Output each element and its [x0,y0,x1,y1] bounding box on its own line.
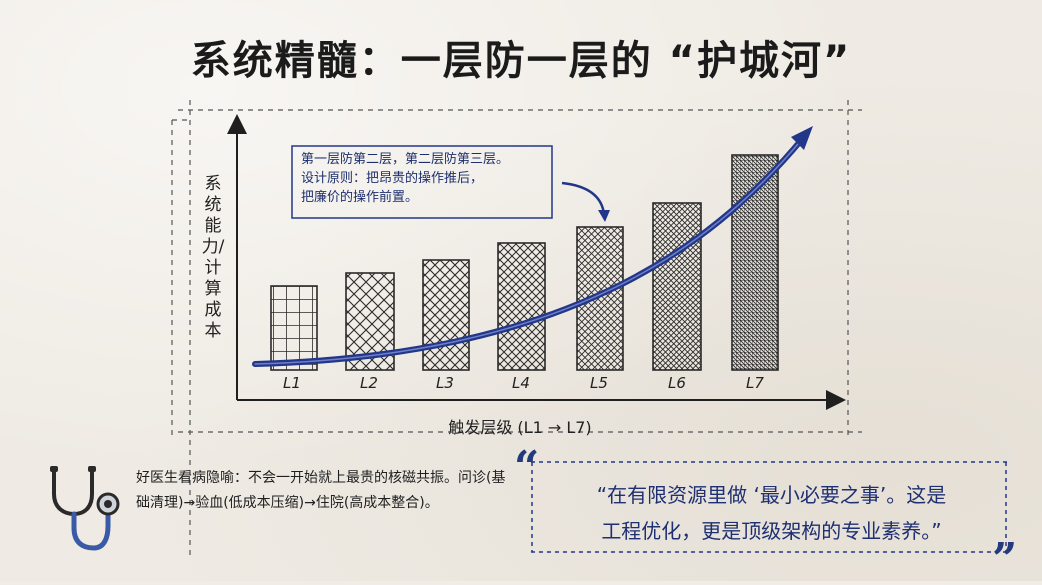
callout-line: 把廉价的操作前置。 [301,190,419,205]
callout-line: 第一层防第二层，第二层防第三层。 [301,152,510,167]
bar-l6 [652,202,702,371]
tick-label-l1: L1 [283,374,301,392]
tick-label-l2: L2 [360,374,378,392]
x-axis-label: 触发层级 (L1 → L7) [448,418,592,437]
quote-line: 工程优化，更是顶级架构的专业素养。” [601,519,942,543]
stethoscope-icon [50,466,120,551]
callout-text: 第一层防第二层，第二层防第三层。 设计原则：把昂贵的操作推后， 把廉价的操作前置… [295,148,550,218]
tick-label-l6: L6 [668,374,686,392]
callout-box [291,145,553,219]
quote-frame [531,461,1007,553]
y-axis-label: 系统能力/计算成本 [201,174,225,341]
bar-l4 [497,242,546,371]
bar-l1 [270,285,318,371]
tick-label-l5: L5 [590,374,608,392]
close-quote-mark: ” [992,534,1018,585]
tick-label-l3: L3 [436,374,454,392]
quote-text: “在有限资源里做 ‘最小必要之事’。这是 工程优化，更是顶级架构的专业素养。” [544,477,999,549]
curve-arrowhead [791,126,813,150]
page-title: 系统精髓：一层防一层的 “护城河” [190,38,852,84]
analogy-text: 好医生看病隐喻：不会一开始就上最贵的核磁共振。问诊(基础清理)→验血(低成本压缩… [136,470,506,511]
dashed-frame [171,100,862,560]
callout-line: 设计原则：把昂贵的操作推后， [301,171,484,186]
callout-arrow [561,181,606,215]
quote-line: “在有限资源里做 ‘最小必要之事’。这是 [596,483,947,507]
tick-label-l4: L4 [512,374,530,392]
bar-l3 [422,259,470,371]
open-quote-mark: “ [514,442,540,493]
tick-label-l7: L7 [746,374,764,392]
